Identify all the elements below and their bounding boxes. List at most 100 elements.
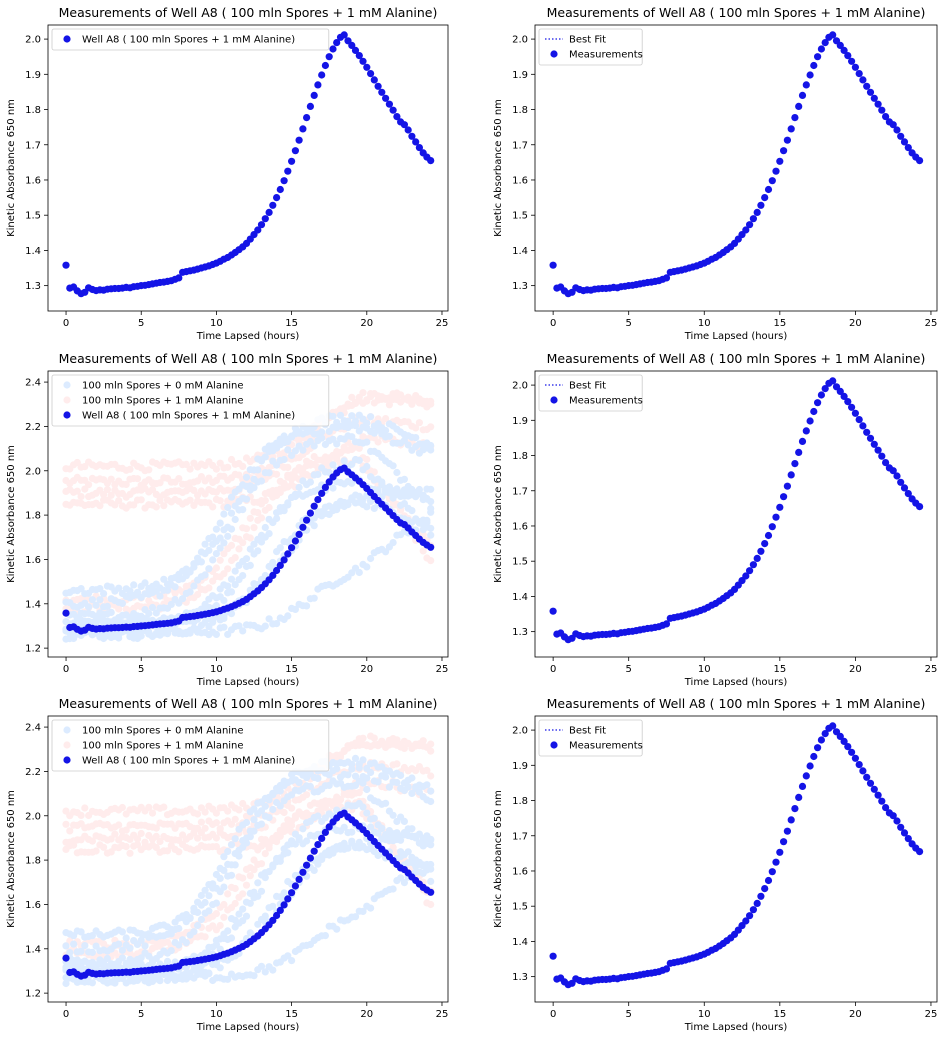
pos-control-point: [303, 791, 311, 799]
pos-control-point: [235, 806, 243, 814]
measurement-point: [795, 448, 803, 456]
measurement-point: [802, 427, 810, 435]
neg-control-point: [126, 587, 134, 595]
neg-control-point: [246, 899, 254, 907]
neg-control-point: [288, 957, 296, 965]
pos-control-point: [115, 497, 123, 505]
measurement-point: [795, 793, 803, 802]
pos-control-point: [273, 486, 281, 494]
neg-control-point: [246, 561, 254, 570]
x-tick-label: 15: [285, 318, 298, 329]
measurement-point: [810, 752, 818, 761]
y-tick-label: 1.3: [512, 627, 528, 638]
neg-control-point: [269, 966, 277, 974]
neg-control-point: [284, 612, 292, 620]
neg-control-point: [220, 866, 228, 875]
measurement-point: [310, 502, 318, 510]
neg-control-point: [265, 615, 273, 623]
measurement-point: [374, 82, 382, 90]
pos-control-point: [148, 809, 157, 817]
y-axis-label: Kinetic Absorbance 650 nm: [6, 99, 17, 237]
measurement-point: [889, 121, 897, 129]
plot-area: [549, 722, 924, 989]
pos-control-point: [209, 503, 217, 511]
x-tick-label: 25: [925, 318, 938, 329]
neg-control-point: [363, 419, 371, 427]
neg-control-point: [171, 583, 179, 591]
neg-control-point: [412, 434, 420, 442]
neg-control-point: [359, 803, 367, 811]
neg-control-point: [242, 473, 251, 481]
pos-control-point: [163, 847, 172, 855]
measurement-point: [780, 147, 788, 155]
neg-control-point: [175, 941, 183, 949]
measurement-point: [273, 566, 281, 575]
y-tick-label: 1.9: [512, 416, 528, 427]
neg-control-point: [209, 556, 217, 564]
neg-control-point: [254, 466, 262, 474]
neg-control-point: [329, 412, 337, 420]
measurement-point: [893, 126, 901, 134]
plot-area: [62, 389, 435, 643]
legend-entry-label: Well A8 ( 100 mln Spores + 1 mM Alanine): [82, 411, 295, 422]
pos-control-point: [220, 900, 228, 909]
x-tick-label: 20: [849, 664, 862, 675]
neg-control-point: [126, 944, 134, 952]
measurement-point: [855, 761, 863, 769]
neg-control-point: [212, 602, 220, 610]
neg-control-point: [367, 554, 375, 563]
pos-control-point: [340, 747, 348, 756]
pos-control-point: [103, 486, 111, 494]
neg-control-point: [408, 774, 416, 782]
neg-control-point: [182, 572, 190, 580]
measurement-point: [802, 81, 810, 89]
measurement-point: [787, 125, 795, 133]
neg-control-point: [299, 825, 307, 833]
neg-control-point: [257, 538, 266, 546]
measurement-point: [269, 916, 277, 925]
measurement-point: [284, 167, 292, 175]
pos-control-point: [393, 760, 401, 768]
neg-control-point: [273, 787, 281, 795]
measurement-point: [855, 416, 863, 424]
measurement-point: [303, 114, 311, 122]
neg-control-point: [156, 592, 164, 600]
pos-control-point: [216, 556, 224, 564]
neg-control-point: [197, 891, 205, 900]
neg-control-point: [227, 493, 236, 501]
measurement-point: [851, 409, 860, 417]
neg-control-point: [96, 596, 104, 604]
neg-control-point: [254, 547, 262, 555]
neg-control-point: [212, 884, 220, 892]
neg-control-point: [201, 886, 209, 894]
neg-control-point: [246, 482, 254, 490]
pos-control-point: [107, 475, 115, 483]
measurement-point: [897, 823, 905, 831]
legend: Best Fit Measurements: [538, 719, 643, 757]
pos-control-point: [224, 890, 232, 898]
y-tick-label: 1.4: [25, 246, 41, 257]
pos-control-point: [115, 605, 123, 613]
neg-control-point: [205, 970, 213, 978]
neg-control-point: [303, 602, 311, 610]
measurement-point: [870, 785, 878, 793]
measurement-point: [749, 906, 758, 914]
measurement-point: [291, 882, 299, 890]
neg-control-point: [179, 975, 187, 983]
neg-control-point: [389, 539, 397, 547]
pos-control-point: [96, 502, 104, 510]
measurement-point: [367, 70, 375, 78]
axes-frame: [47, 715, 449, 1003]
y-tick-label: 1.5: [512, 902, 528, 913]
y-tick-label: 1.7: [512, 486, 528, 497]
neg-control-point: [423, 866, 431, 874]
legend: 100 mln Spores + 0 mM Alanine 100 mln Spo…: [51, 719, 330, 772]
x-tick-label: 5: [626, 664, 632, 675]
neg-control-point: [325, 510, 333, 518]
legend-marker-swatch: [63, 756, 71, 764]
pos-control-point: [261, 850, 269, 858]
measurement-point: [783, 827, 792, 835]
neg-control-point: [400, 817, 408, 826]
legend-entry-label: Well A8 ( 100 mln Spores + 1 mM Alanine): [82, 756, 295, 767]
measurement-point: [798, 437, 807, 445]
